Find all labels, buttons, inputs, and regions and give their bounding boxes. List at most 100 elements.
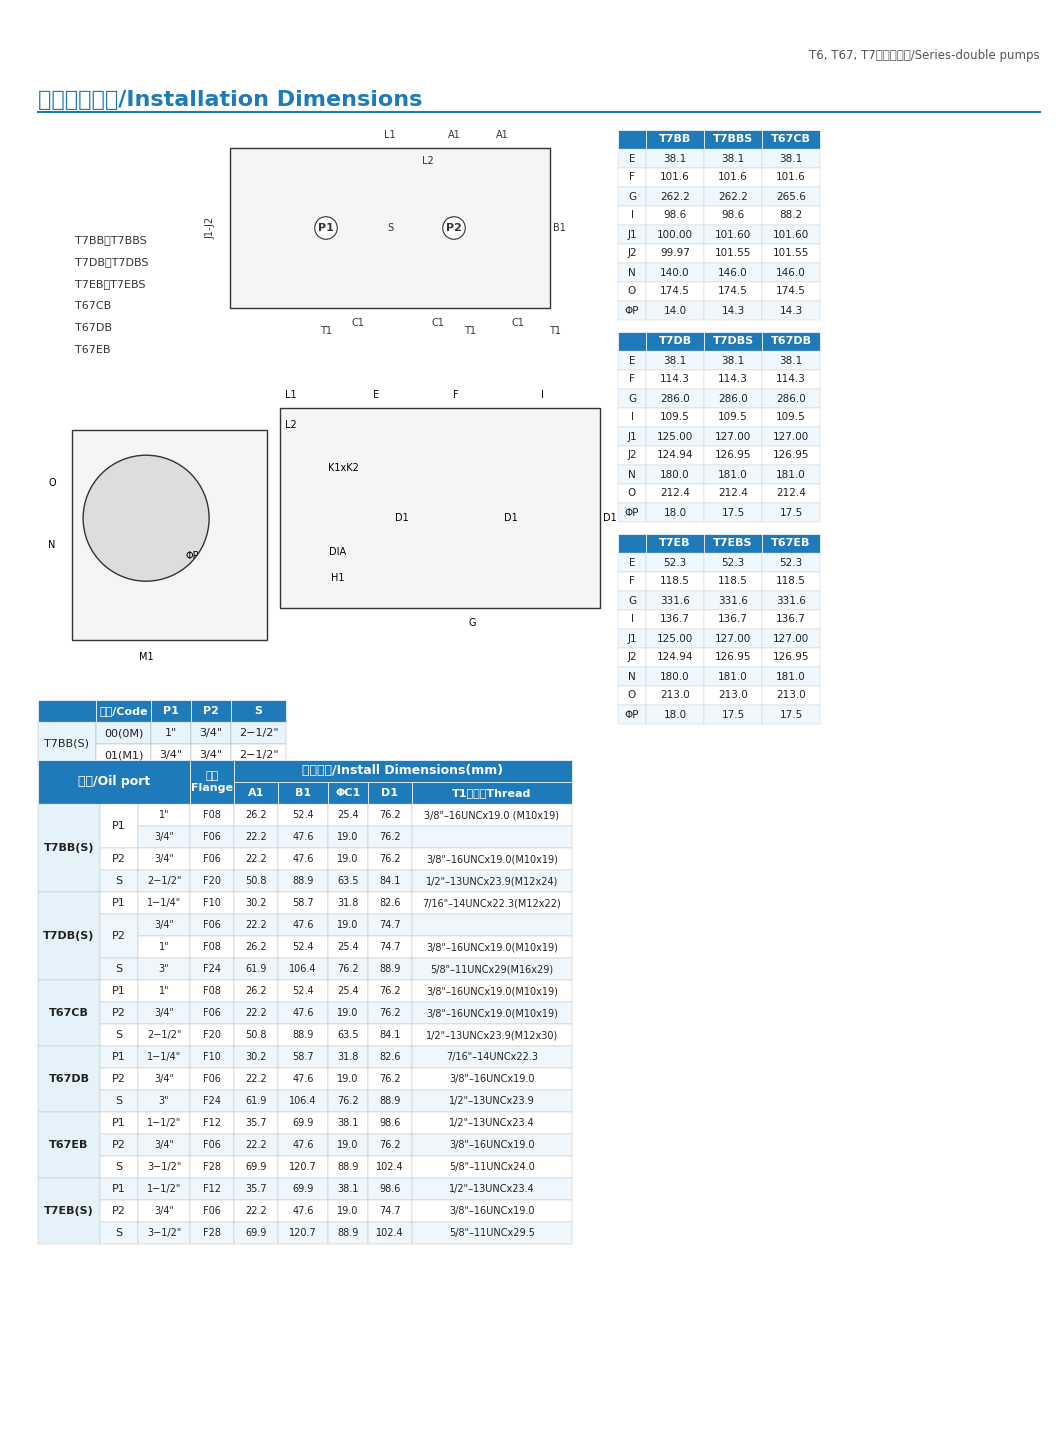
FancyBboxPatch shape — [138, 1135, 190, 1156]
Text: F06: F06 — [204, 1074, 220, 1084]
FancyBboxPatch shape — [278, 981, 328, 1002]
Text: 63.5: 63.5 — [337, 1030, 358, 1040]
Text: 22.2: 22.2 — [245, 833, 267, 843]
FancyBboxPatch shape — [100, 1002, 138, 1024]
FancyBboxPatch shape — [368, 1045, 412, 1068]
FancyBboxPatch shape — [412, 1090, 572, 1112]
FancyBboxPatch shape — [762, 533, 820, 554]
FancyBboxPatch shape — [100, 892, 138, 915]
FancyBboxPatch shape — [762, 503, 820, 522]
Text: 22.2: 22.2 — [245, 854, 267, 864]
Text: T7DBS: T7DBS — [712, 336, 754, 347]
FancyBboxPatch shape — [328, 1135, 368, 1156]
Text: 109.5: 109.5 — [718, 413, 748, 423]
Text: 212.4: 212.4 — [718, 489, 748, 499]
Text: 76.2: 76.2 — [379, 1074, 401, 1084]
FancyBboxPatch shape — [412, 915, 572, 936]
Text: D1: D1 — [382, 788, 399, 798]
FancyBboxPatch shape — [190, 1045, 234, 1068]
Text: F10: F10 — [204, 1053, 220, 1063]
Text: J2: J2 — [628, 249, 637, 259]
Text: S: S — [116, 876, 123, 886]
FancyBboxPatch shape — [368, 1156, 412, 1178]
FancyBboxPatch shape — [100, 915, 138, 958]
Text: 26.2: 26.2 — [245, 986, 267, 997]
FancyBboxPatch shape — [234, 1090, 278, 1112]
FancyBboxPatch shape — [412, 1112, 572, 1135]
FancyBboxPatch shape — [138, 1112, 190, 1135]
Text: G: G — [628, 191, 636, 201]
Text: 25.4: 25.4 — [337, 942, 359, 952]
Text: 47.6: 47.6 — [293, 833, 314, 843]
Text: I: I — [541, 390, 544, 400]
FancyBboxPatch shape — [704, 628, 762, 649]
FancyBboxPatch shape — [762, 129, 820, 150]
FancyBboxPatch shape — [96, 722, 151, 743]
FancyBboxPatch shape — [234, 804, 278, 825]
Text: 69.9: 69.9 — [245, 1228, 267, 1238]
Text: K1xK2: K1xK2 — [328, 463, 359, 473]
FancyBboxPatch shape — [618, 263, 646, 282]
FancyBboxPatch shape — [646, 263, 704, 282]
Text: N: N — [49, 541, 56, 551]
Text: T67CB: T67CB — [75, 301, 111, 311]
FancyBboxPatch shape — [234, 981, 278, 1002]
FancyBboxPatch shape — [762, 206, 820, 224]
FancyBboxPatch shape — [138, 1090, 190, 1112]
Text: 31.8: 31.8 — [337, 1053, 358, 1063]
FancyBboxPatch shape — [704, 301, 762, 321]
FancyBboxPatch shape — [646, 150, 704, 168]
FancyBboxPatch shape — [190, 915, 234, 936]
Text: J1: J1 — [628, 634, 637, 643]
Text: ΦP: ΦP — [624, 508, 639, 518]
Text: 38.1: 38.1 — [722, 355, 744, 365]
FancyBboxPatch shape — [190, 1024, 234, 1045]
FancyBboxPatch shape — [762, 150, 820, 168]
Text: T7BB: T7BB — [659, 135, 691, 144]
FancyBboxPatch shape — [328, 981, 368, 1002]
Text: E: E — [629, 355, 635, 365]
FancyBboxPatch shape — [646, 427, 704, 446]
Text: 88.9: 88.9 — [379, 1096, 401, 1106]
Text: 01(M1): 01(M1) — [104, 751, 143, 761]
Text: 2−1/2": 2−1/2" — [146, 1030, 181, 1040]
Text: P2: P2 — [112, 930, 126, 940]
Text: F12: F12 — [204, 1117, 220, 1127]
Text: 174.5: 174.5 — [776, 286, 806, 296]
FancyBboxPatch shape — [151, 722, 191, 743]
FancyBboxPatch shape — [704, 610, 762, 628]
FancyBboxPatch shape — [762, 667, 820, 686]
FancyBboxPatch shape — [38, 892, 100, 981]
FancyBboxPatch shape — [138, 825, 190, 848]
FancyBboxPatch shape — [138, 936, 190, 958]
FancyBboxPatch shape — [100, 958, 138, 981]
Text: 69.9: 69.9 — [293, 1117, 314, 1127]
FancyBboxPatch shape — [138, 1002, 190, 1024]
Text: 3/8"–16UNCx19.0(M10x19): 3/8"–16UNCx19.0(M10x19) — [426, 986, 558, 997]
Text: T1: T1 — [549, 326, 561, 336]
Text: T67DB: T67DB — [771, 336, 812, 347]
Text: 47.6: 47.6 — [293, 854, 314, 864]
Text: 14.3: 14.3 — [779, 305, 802, 315]
Text: 3/8"–16UNCx19.0: 3/8"–16UNCx19.0 — [449, 1074, 534, 1084]
Text: 101.60: 101.60 — [714, 230, 752, 240]
FancyBboxPatch shape — [278, 1002, 328, 1024]
Text: ΦP: ΦP — [624, 709, 639, 719]
Text: F20: F20 — [204, 876, 220, 886]
Text: ΦP: ΦP — [624, 305, 639, 315]
Text: P1: P1 — [112, 1117, 126, 1127]
FancyBboxPatch shape — [618, 168, 646, 187]
FancyBboxPatch shape — [762, 282, 820, 301]
Text: 76.2: 76.2 — [379, 986, 401, 997]
FancyBboxPatch shape — [190, 1002, 234, 1024]
FancyBboxPatch shape — [328, 825, 368, 848]
Text: F12: F12 — [204, 1183, 220, 1194]
Text: 3−1/2": 3−1/2" — [147, 1228, 181, 1238]
Text: 88.9: 88.9 — [293, 1030, 314, 1040]
FancyBboxPatch shape — [231, 700, 286, 722]
FancyBboxPatch shape — [234, 1024, 278, 1045]
Text: 30.2: 30.2 — [245, 1053, 267, 1063]
FancyBboxPatch shape — [646, 628, 704, 649]
FancyBboxPatch shape — [96, 700, 151, 722]
FancyBboxPatch shape — [646, 503, 704, 522]
